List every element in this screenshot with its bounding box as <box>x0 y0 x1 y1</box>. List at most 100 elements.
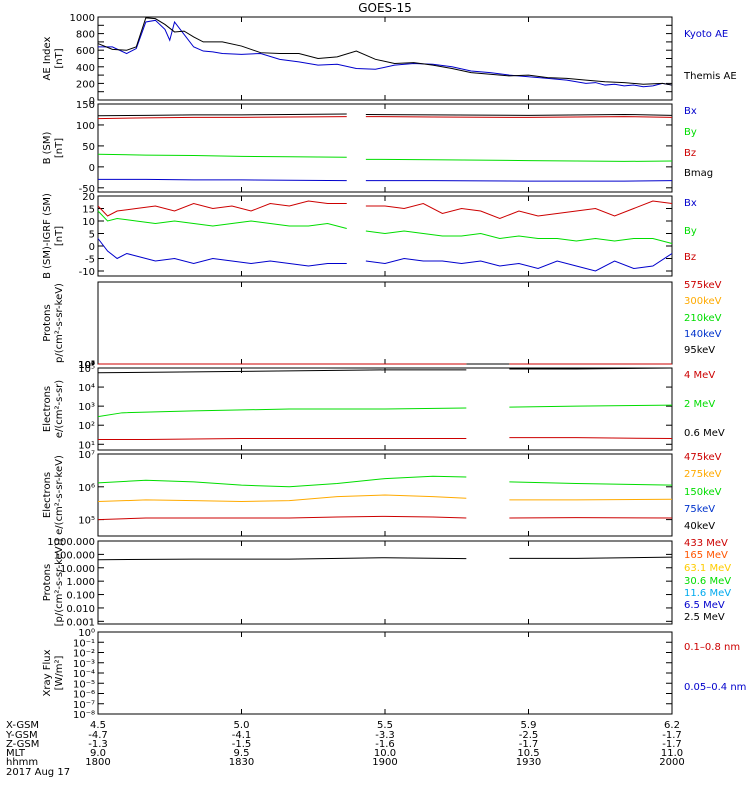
legend-entry: Kyoto AE <box>684 29 728 40</box>
series-line-Bz <box>366 117 672 118</box>
panel-frame <box>98 282 672 364</box>
y-axis-unit: [nT] <box>54 226 65 246</box>
legend-entry: 0.05–0.4 nm <box>684 682 746 693</box>
y-tick-label: 10² <box>78 421 95 432</box>
y-tick-label: 0.100 <box>66 591 95 602</box>
y-axis-unit: [W/m²] <box>54 655 65 690</box>
legend-entry: 275keV <box>684 469 722 480</box>
legend-entry: 2 MeV <box>684 399 715 410</box>
y-tick-label: 10⁻⁷ <box>73 700 95 711</box>
x-tick-label: 1800 <box>85 757 110 768</box>
y-tick-label: 10⁵ <box>78 364 95 375</box>
y-tick-label: 50 <box>82 142 95 153</box>
legend-entry: By <box>684 226 697 237</box>
y-tick-label: 100 <box>76 121 95 132</box>
y-tick-label: -5 <box>85 255 95 266</box>
legend-entry: 6.5 MeV <box>684 600 725 611</box>
series-line-0.6-MeV <box>98 370 466 373</box>
y-tick-label: 0.010 <box>66 604 95 615</box>
y-axis-unit: [p/(cm²-s-sr-keV)] <box>54 539 65 627</box>
y-tick-label: 10⁻³ <box>73 659 95 670</box>
legend-entry: 40keV <box>684 521 715 532</box>
legend-entry: 150keV <box>684 487 722 498</box>
y-tick-label: 0.001 <box>66 617 95 628</box>
series-line-433-MeV <box>98 558 466 560</box>
y-tick-label: 10⁰ <box>78 628 95 639</box>
series-line-Kyoto-AE <box>98 20 672 86</box>
series-line-Themis-AE <box>98 18 672 85</box>
series-line-Bx <box>98 239 347 267</box>
legend-entry: 433 MeV <box>684 538 728 549</box>
y-tick-label: 400 <box>76 63 95 74</box>
y-tick-label: 10.000 <box>60 564 95 575</box>
y-axis-label: Electrons <box>42 386 53 432</box>
series-line-By <box>98 211 347 229</box>
y-tick-label: -10 <box>79 267 95 278</box>
y-tick-label: 600 <box>76 46 95 57</box>
legend-entry: 300keV <box>684 296 722 307</box>
legend-entry: Bz <box>684 252 696 263</box>
legend-entry: 575keV <box>684 280 722 291</box>
series-line-Bz <box>366 201 672 219</box>
series-line-150keV <box>98 476 466 486</box>
y-tick-label: 10⁻² <box>73 649 95 660</box>
y-tick-label: 200 <box>76 79 95 90</box>
series-line-Bx <box>366 254 672 272</box>
legend-entry: 4 MeV <box>684 370 715 381</box>
y-tick-label: 10⁴ <box>78 383 95 394</box>
series-line-Bx <box>98 179 347 180</box>
y-tick-label: 10⁻⁴ <box>73 669 95 680</box>
x-date-label: 2017 Aug 17 <box>6 767 70 778</box>
panel-protons2: 0.0010.0100.1001.00010.000100.0001000.00… <box>42 537 731 628</box>
series-line-2-MeV <box>98 408 466 417</box>
legend-entry: Bx <box>684 198 697 209</box>
y-axis-unit: e/(cm²-s-sr-keV) <box>54 455 65 535</box>
x-tick-label: 1900 <box>372 757 397 768</box>
legend-entry: 63.1 MeV <box>684 563 731 574</box>
series-line-By <box>366 159 672 161</box>
y-tick-label: 5 <box>89 230 95 241</box>
y-axis-unit: p/(cm²-s-sr-keV) <box>54 283 65 363</box>
y-axis-label: AE Index <box>42 36 53 80</box>
legend-entry: Bx <box>684 106 697 117</box>
series-line-By <box>366 231 672 244</box>
legend-entry: 30.6 MeV <box>684 576 731 587</box>
legend-entry: 2.5 MeV <box>684 612 725 623</box>
x-tick-label: 2000 <box>659 757 684 768</box>
legend-entry: By <box>684 127 697 138</box>
series-line-Bz <box>98 117 347 119</box>
series-line-150keV <box>509 482 672 485</box>
y-tick-label: 10⁻⁶ <box>73 690 95 701</box>
series-line-Bz <box>98 201 347 216</box>
y-tick-label: 10⁷ <box>78 450 95 461</box>
y-tick-label: 800 <box>76 30 95 41</box>
series-line-275keV <box>509 499 672 500</box>
y-axis-unit: e/(cm²-s-sr) <box>54 380 65 438</box>
series-line-By <box>98 154 347 157</box>
y-tick-label: 10⁻¹ <box>73 638 95 649</box>
y-tick-label: 10⁻⁵ <box>73 679 95 690</box>
y-axis-label: Protons <box>42 564 53 601</box>
y-axis-label: Protons <box>42 304 53 341</box>
panel-frame <box>98 541 672 624</box>
x-tick-label: 1830 <box>229 757 254 768</box>
legend-entry: 11.6 MeV <box>684 588 731 599</box>
legend-entry: 0.1–0.8 nm <box>684 642 740 653</box>
panel-xray: 10⁻⁸10⁻⁷10⁻⁶10⁻⁵10⁻⁴10⁻³10⁻²10⁻¹10⁰Xray … <box>42 628 746 721</box>
series-line-2-MeV <box>509 405 672 407</box>
y-tick-label: 10⁵ <box>78 516 95 527</box>
series-line-Bmag <box>366 114 672 115</box>
legend-entry: 210keV <box>684 313 722 324</box>
y-tick-label: 150 <box>76 100 95 111</box>
panel-frame <box>98 632 672 714</box>
legend-entry: 95keV <box>684 345 715 356</box>
series-line-475keV <box>98 516 466 519</box>
